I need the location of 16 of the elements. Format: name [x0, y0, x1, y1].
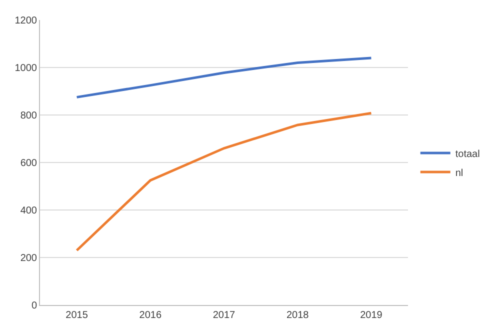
y-tick-label: 0 [31, 300, 38, 312]
legend-label: totaal [455, 148, 480, 160]
x-tick-label: 2019 [360, 310, 383, 321]
y-tick-label: 200 [20, 253, 38, 264]
x-tick-label: 2018 [286, 310, 310, 321]
y-tick-label: 800 [20, 110, 38, 122]
line-series [76, 56, 372, 98]
y-tick-label: 1200 [14, 16, 38, 26]
y-tick-label: 600 [20, 158, 38, 169]
x-tick-label: 2015 [66, 310, 88, 321]
x-tick-label: 2016 [139, 310, 162, 321]
y-tick-label: 400 [20, 206, 38, 216]
x-tick-label: 2017 [212, 310, 236, 321]
legend-label: nl [455, 168, 464, 179]
y-tick-label: 1000 [14, 63, 38, 74]
line-series [76, 112, 372, 252]
